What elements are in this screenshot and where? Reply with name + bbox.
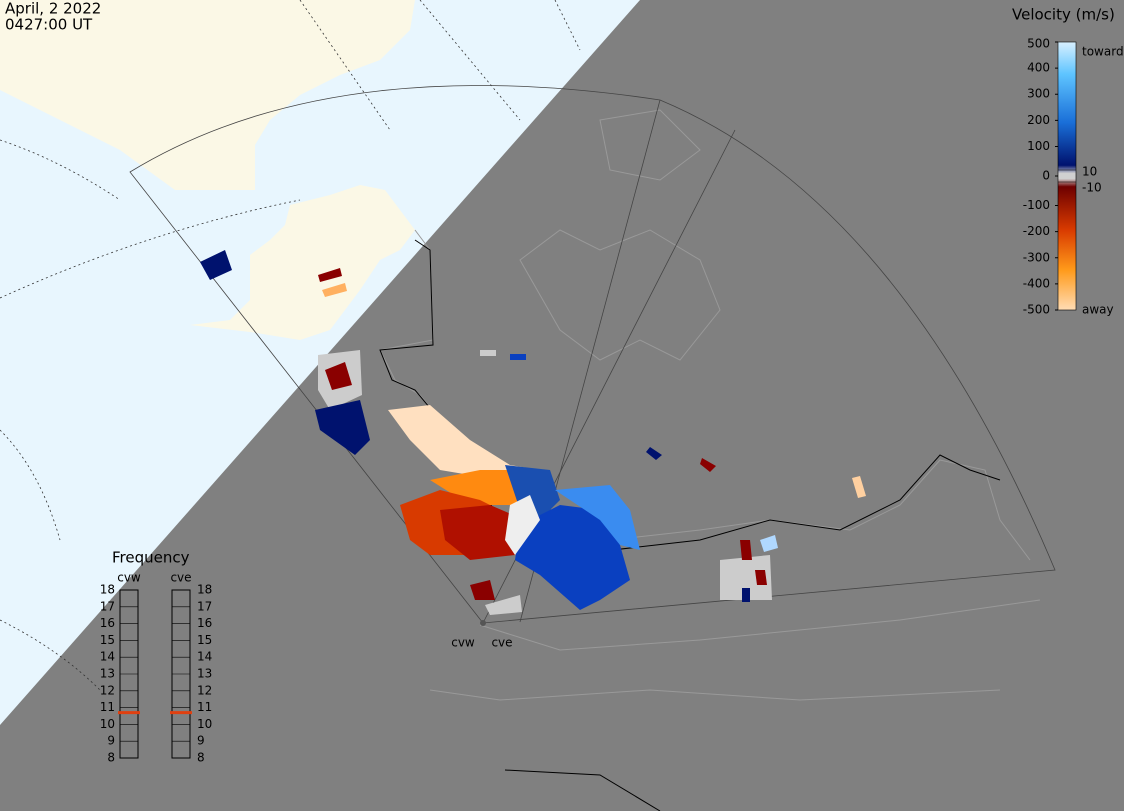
frequency-tick-label: 15 — [197, 633, 212, 647]
frequency-tick-label: 13 — [197, 667, 212, 681]
velocity-colorbar — [1057, 41, 1077, 311]
frequency-title: Frequency — [112, 549, 190, 567]
velocity-tick-label: 500 — [1027, 37, 1050, 51]
toward-label: toward — [1082, 45, 1124, 59]
frequency-tick-label: 17 — [197, 599, 212, 613]
frequency-tick-label: 11 — [197, 700, 212, 714]
frequency-tick-label: 17 — [100, 599, 115, 613]
velocity-tick-label: 400 — [1027, 61, 1050, 75]
radar-cells — [200, 250, 866, 615]
frequency-tick-label: 15 — [100, 633, 115, 647]
frequency-tick-label: 12 — [100, 683, 115, 697]
away-label: away — [1082, 303, 1114, 317]
radar-site-label: cvw — [451, 636, 475, 650]
radar-site-label: cve — [491, 636, 512, 650]
velocity-tick-label: -500 — [1023, 303, 1050, 317]
frequency-tick-label: 12 — [197, 683, 212, 697]
latitude-grid — [0, 0, 581, 691]
frequency-tick-label: 16 — [100, 616, 115, 630]
frequency-tick-label: 9 — [197, 734, 205, 748]
frequency-tick-label: 16 — [197, 616, 212, 630]
frequency-tick-label: 18 — [100, 583, 115, 597]
radar-name: cve — [170, 571, 191, 585]
dynamic: 500 400 300 200 100 0 -100 -200 -300 -400 -500 10 -1… — [100, 37, 1102, 765]
velocity-tick-label: -200 — [1023, 224, 1050, 238]
time: 0427:00 UT — [5, 16, 93, 34]
frequency-tick-label: 14 — [197, 650, 212, 664]
velocity-title: Velocity (m/s) — [1012, 6, 1115, 24]
radar-site — [480, 620, 486, 626]
frequency-tick-label: 10 — [197, 717, 212, 731]
radar-name: cvw — [117, 571, 141, 585]
land — [0, 0, 415, 340]
frequency-tick-label: 8 — [197, 751, 205, 765]
velocity-inner-tick-label: 10 — [1082, 165, 1097, 179]
velocity-tick-label: 200 — [1027, 113, 1050, 127]
velocity-tick-label: 0 — [1042, 169, 1050, 183]
velocity-inner-tick-label: -10 — [1082, 181, 1102, 195]
frequency-tick-label: 10 — [100, 717, 115, 731]
velocity-tick-label: 100 — [1027, 139, 1050, 153]
frequency-tick-label: 18 — [197, 583, 212, 597]
velocity-tick-label: -400 — [1023, 276, 1050, 290]
frequency-tick-label: 8 — [107, 751, 115, 765]
frequency-tick-label: 14 — [100, 650, 115, 664]
velocity-tick-label: 300 — [1027, 87, 1050, 101]
velocity-tick-label: -300 — [1023, 250, 1050, 264]
date: April, 2 2022 — [5, 0, 101, 18]
frequency-tick-label: 9 — [107, 734, 115, 748]
frequency-tick-label: 11 — [100, 700, 115, 714]
frequency-tick-label: 13 — [100, 667, 115, 681]
velocity-tick-label: -100 — [1023, 198, 1050, 212]
